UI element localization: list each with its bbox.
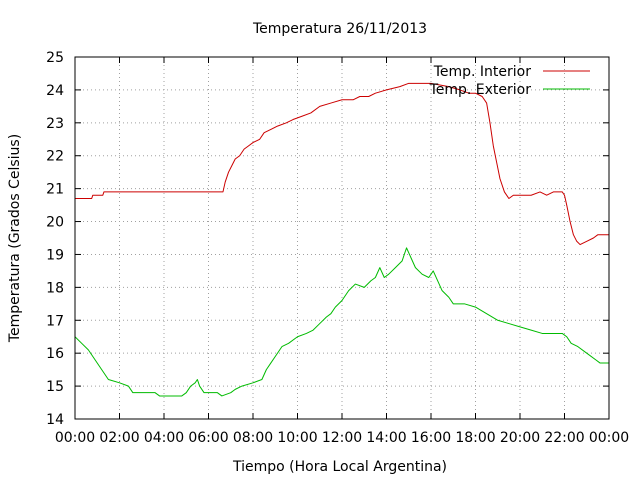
x-axis-label: Tiempo (Hora Local Argentina) [232,459,447,475]
y-tick-label: 23 [46,116,64,132]
y-tick-label: 20 [46,215,64,231]
x-tick-label: 10:00 [277,430,317,446]
y-tick-label: 14 [46,412,64,428]
x-tick-label: 00:00 [55,430,95,446]
x-tick-label: 08:00 [233,430,273,446]
x-tick-label: 06:00 [188,430,228,446]
grid [75,57,609,419]
x-tick-label: 14:00 [366,430,406,446]
x-tick-label: 16:00 [411,430,451,446]
x-tick-label: 04:00 [144,430,184,446]
y-tick-label: 16 [46,346,64,362]
y-tick-label: 17 [46,313,64,329]
y-axis-label: Temperatura (Grados Celsius) [7,134,23,343]
chart-title: Temperatura 26/11/2013 [252,21,427,37]
y-tick-label: 22 [46,149,64,165]
series-lines [74,82,609,397]
x-tick-label: 02:00 [99,430,139,446]
legend-label: Temp. Interior [433,64,532,80]
x-tick-label: 22:00 [544,430,584,446]
series-line-exterior [74,247,609,397]
axis-ticks: 00:00 02:00 04:00 06:00 08:00 10:00 12:00 14:00… [46,50,629,446]
y-tick-label: 18 [46,280,64,296]
y-tick-label: 19 [46,247,64,263]
y-tick-label: 21 [46,182,64,198]
y-tick-label: 25 [46,50,64,66]
x-tick-label: 12:00 [322,430,362,446]
x-tick-label: 00:00 [589,430,629,446]
y-tick-label: 15 [46,379,64,395]
x-tick-label: 18:00 [455,430,495,446]
series-line-interior [75,82,609,246]
x-tick-label: 20:00 [500,430,540,446]
legend-label: Temp. Exterior [429,82,532,98]
y-tick-label: 24 [46,83,64,99]
legend: Temp. Interior Temp. Exterior [429,64,590,98]
